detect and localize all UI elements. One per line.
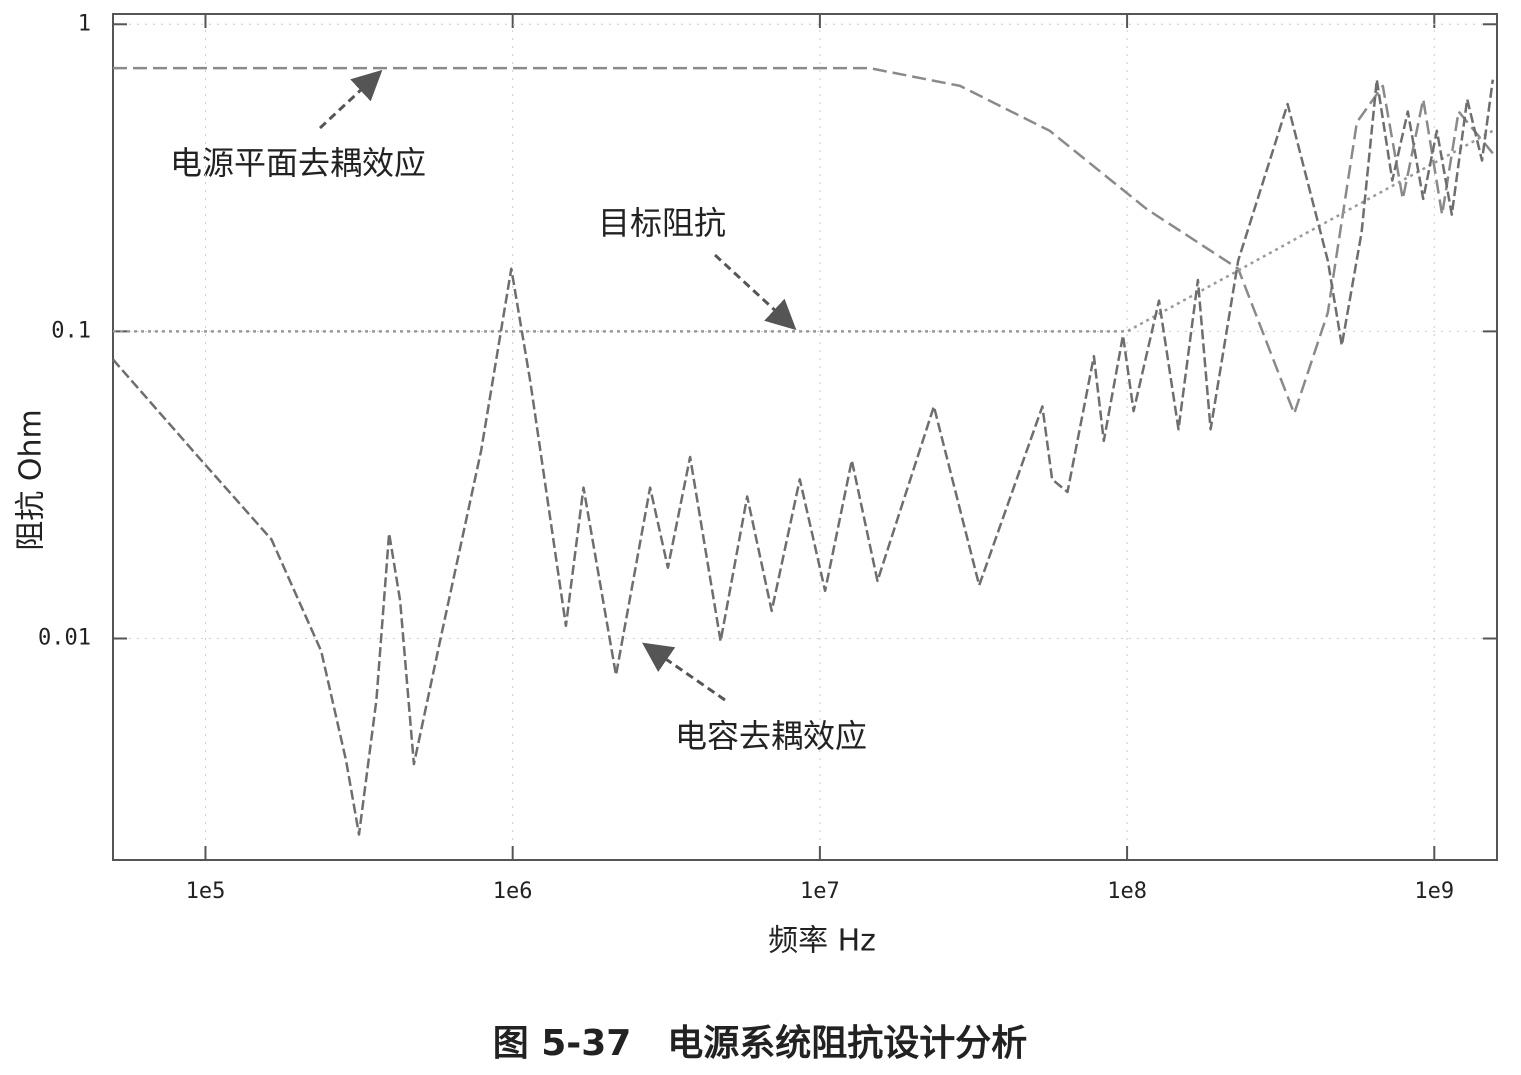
series-line [113,66,1494,415]
annotation: 目标阻抗 [598,204,726,242]
x-axis-label: 频率 Hz [768,924,876,959]
x-tick-label: 1e5 [186,879,226,904]
annotation: 电源平面去耦效应 [170,144,426,182]
arrow [642,642,726,702]
y-tick-label: 0.1 [51,318,91,343]
arrow [713,253,797,331]
x-tick-label: 1e7 [800,879,840,904]
y-tick-label: 1 [78,11,91,36]
x-tick-label: 1e8 [1107,879,1147,904]
annotation: 电容去耦效应 [675,717,867,755]
x-tick-label: 1e6 [493,879,533,904]
y-tick-label: 0.01 [38,625,91,650]
chart-title: 图 5-37 电源系统阻抗设计分析 [493,1022,1028,1064]
arrow [318,69,383,130]
y-axis-label: 阻抗 Ohm [14,409,49,550]
plot-frame [112,13,1498,861]
series-line [112,78,1495,836]
series-line [113,129,1494,333]
x-tick-label: 1e9 [1414,879,1454,904]
